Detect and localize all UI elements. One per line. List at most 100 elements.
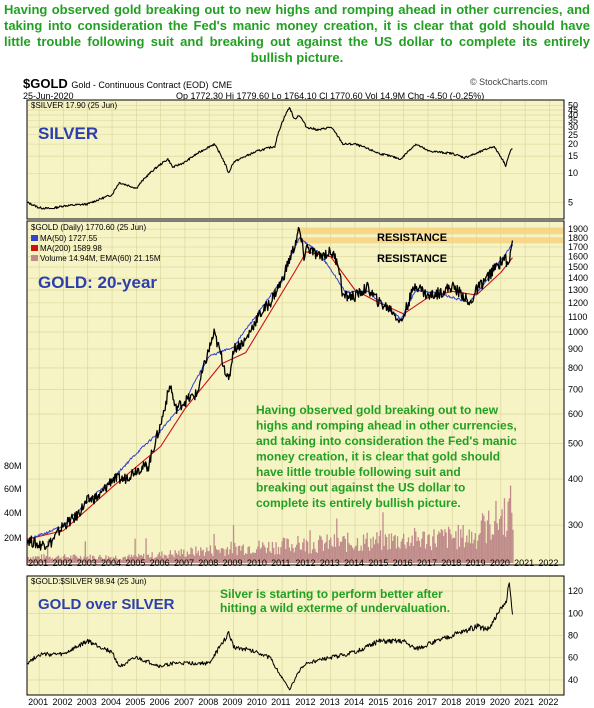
y-tick-label: 1600: [568, 252, 588, 262]
axis-years-lower-2020: 2020: [490, 697, 510, 707]
axis-years-upper-2019: 2019: [466, 558, 486, 568]
y-tick-label: 120: [568, 586, 583, 596]
axis-years-lower-2004: 2004: [101, 697, 121, 707]
y-tick-label: 600: [568, 409, 583, 419]
resistance-band-0: [296, 227, 563, 235]
y-tick-label: 35: [568, 116, 578, 126]
y-tick-label: 40: [568, 110, 578, 120]
axis-years-upper-2006: 2006: [150, 558, 170, 568]
axis-years-lower-2022: 2022: [538, 697, 558, 707]
y-tick-label: 500: [568, 438, 583, 448]
axis-years-lower-2012: 2012: [295, 697, 315, 707]
annotation-line: highs and romping ahead in other currenc…: [256, 419, 517, 433]
axis-years-lower-2007: 2007: [174, 697, 194, 707]
axis-years-lower-2008: 2008: [198, 697, 218, 707]
axis-years-lower-2003: 2003: [77, 697, 97, 707]
header-exchange: CME: [212, 80, 233, 90]
y-tick-label: 900: [568, 344, 583, 354]
axis-years-lower-2010: 2010: [247, 697, 267, 707]
header-description: Gold - Continuous Contract (EOD): [71, 80, 209, 90]
annotation-line: have little trouble following suit and: [256, 465, 461, 479]
resistance-label-upper: RESISTANCE: [377, 232, 447, 244]
axis-years-lower-2015: 2015: [368, 697, 388, 707]
volume-tick-label: 40M: [4, 508, 22, 518]
resistance-label-lower: RESISTANCE: [377, 253, 447, 265]
legend-ma200: MA(200) 1589.98: [40, 244, 102, 253]
annotation-line: complete its entirely bullish picture.: [256, 496, 461, 510]
header-date: 25-Jun-2020: [23, 91, 74, 101]
gold-price-line: [26, 226, 514, 551]
ratio-annotation: Silver is starting to perform better aft…: [220, 587, 450, 615]
axis-years-upper-2005: 2005: [125, 558, 145, 568]
legend-volume: Volume 14.94M, EMA(60) 21.15M: [40, 254, 161, 263]
axis-years-lower-2018: 2018: [441, 697, 461, 707]
axis-years-lower-2002: 2002: [52, 697, 72, 707]
axis-years-lower-2001: 2001: [28, 697, 48, 707]
annotation-line: hitting a wild exterme of undervaluation…: [220, 601, 450, 615]
ratio-line: [26, 582, 513, 691]
axis-years-upper-2007: 2007: [174, 558, 194, 568]
grid-layer: [28, 101, 563, 694]
y-tick-label: 15: [568, 151, 578, 161]
annotation-line: Silver is starting to perform better aft…: [220, 587, 443, 601]
ratio-panel-title: GOLD over SILVER: [38, 596, 175, 613]
tick-layer: 5101520253035404550300400500600700800900…: [4, 101, 588, 707]
axis-years-lower-2016: 2016: [393, 697, 413, 707]
y-tick-label: 20: [568, 139, 578, 149]
y-tick-label: 100: [568, 608, 583, 618]
y-tick-label: 1200: [568, 298, 588, 308]
y-tick-label: 30: [568, 122, 578, 132]
gold-panel-label: $GOLD (Daily) 1770.60 (25 Jun): [31, 223, 147, 232]
y-tick-label: 1900: [568, 224, 588, 234]
axis-years-lower-2021: 2021: [514, 697, 534, 707]
axis-years-upper-2001: 2001: [28, 558, 48, 568]
axis-years-upper-2008: 2008: [198, 558, 218, 568]
silver-panel-label: $SILVER 17.90 (25 Jun): [31, 101, 117, 110]
axis-years-upper-2003: 2003: [77, 558, 97, 568]
axis-years-lower-2014: 2014: [344, 697, 364, 707]
y-tick-label: 1500: [568, 262, 588, 272]
axis-years-upper-2010: 2010: [247, 558, 267, 568]
y-tick-label: 80: [568, 631, 578, 641]
axis-years-upper-2014: 2014: [344, 558, 364, 568]
y-tick-label: 300: [568, 520, 583, 530]
axis-years-upper-2017: 2017: [417, 558, 437, 568]
resistance-layer: [296, 227, 563, 244]
legend-ma200-swatch: [31, 245, 38, 251]
axis-years-lower-2006: 2006: [150, 697, 170, 707]
axis-years-upper-2011: 2011: [271, 558, 290, 568]
header-symbol: $GOLD: [23, 76, 68, 91]
series-layer: [26, 107, 514, 691]
y-tick-label: 1400: [568, 273, 588, 283]
legend-ma50-swatch: [31, 235, 38, 241]
axis-years-upper-2013: 2013: [320, 558, 340, 568]
silver-price-line: [26, 107, 513, 210]
y-tick-label: 10: [568, 168, 578, 178]
axis-years-upper-2015: 2015: [368, 558, 388, 568]
legend-volume-swatch: [31, 255, 38, 261]
gold-panel-title: GOLD: 20-year: [38, 273, 157, 292]
legend-ma50: MA(50) 1727.55: [40, 234, 98, 243]
y-tick-label: 1300: [568, 285, 588, 295]
y-tick-label: 1000: [568, 327, 588, 337]
axis-years-lower-2017: 2017: [417, 697, 437, 707]
header-ohlc: Op 1772.30 Hi 1779.60 Lo 1764.10 Cl 1770…: [176, 91, 485, 101]
volume-tick-label: 80M: [4, 461, 22, 471]
silver-panel-title: SILVER: [38, 124, 98, 143]
y-tick-label: 25: [568, 130, 578, 140]
axis-years-upper-2002: 2002: [52, 558, 72, 568]
header-symbol-line: $GOLD Gold - Continuous Contract (EOD) C…: [23, 76, 232, 91]
y-tick-label: 1800: [568, 233, 588, 243]
watermark-logo: © StockCharts.com: [470, 77, 548, 87]
y-tick-label: 5: [568, 197, 573, 207]
volume-tick-label: 60M: [4, 484, 22, 494]
gold-ma200-line: [26, 251, 513, 540]
gold-annotation: Having observed gold breaking out to new…: [256, 403, 517, 510]
y-tick-label: 400: [568, 474, 583, 484]
axis-years-lower-2005: 2005: [125, 697, 145, 707]
axis-years-upper-2022: 2022: [538, 558, 558, 568]
resistance-band-1: [296, 237, 563, 244]
axis-years-upper-2004: 2004: [101, 558, 121, 568]
axis-years-upper-2012: 2012: [295, 558, 315, 568]
